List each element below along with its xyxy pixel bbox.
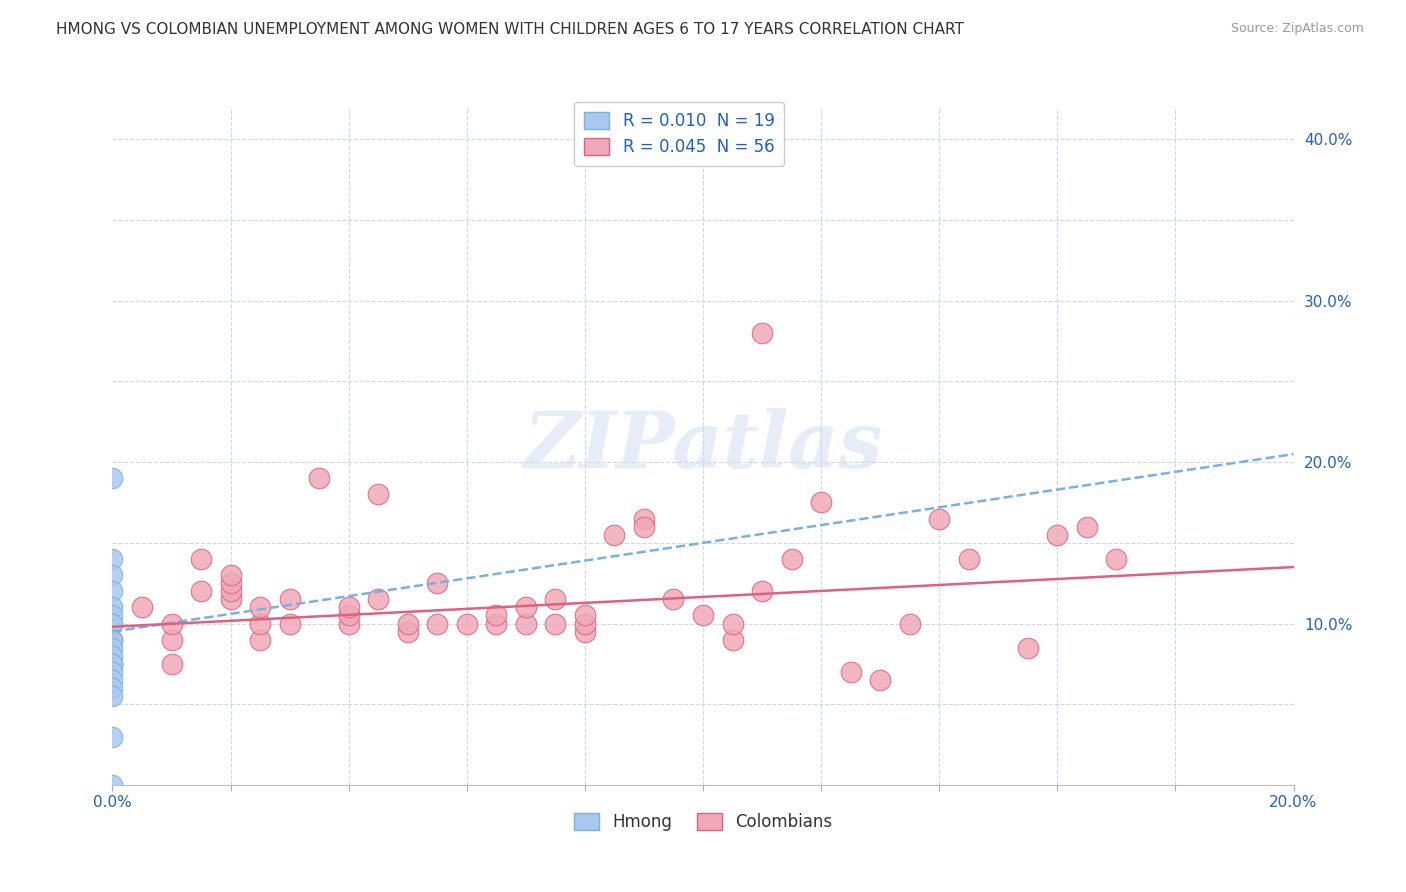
Point [515, 616, 537, 631]
Point [515, 600, 537, 615]
Point [190, 584, 212, 599]
Point [101, 657, 124, 671]
Point [101, 657, 124, 671]
Point [101, 600, 124, 615]
Point [101, 608, 124, 623]
Point [957, 552, 980, 566]
Point [544, 592, 567, 607]
Point [101, 673, 124, 687]
Point [101, 552, 124, 566]
Point [337, 608, 360, 623]
Text: Source: ZipAtlas.com: Source: ZipAtlas.com [1230, 22, 1364, 36]
Point [751, 584, 773, 599]
Legend: Hmong, Colombians: Hmong, Colombians [567, 806, 839, 838]
Point [426, 576, 449, 591]
Point [190, 552, 212, 566]
Point [367, 487, 389, 501]
Point [101, 681, 124, 695]
Point [751, 326, 773, 340]
Point [131, 600, 153, 615]
Point [633, 511, 655, 525]
Point [101, 632, 124, 647]
Point [1076, 519, 1098, 533]
Point [219, 576, 242, 591]
Point [101, 616, 124, 631]
Point [337, 600, 360, 615]
Point [396, 616, 419, 631]
Point [898, 616, 921, 631]
Point [662, 592, 685, 607]
Point [101, 689, 124, 703]
Point [278, 616, 301, 631]
Point [101, 730, 124, 744]
Point [1105, 552, 1128, 566]
Point [308, 471, 330, 485]
Point [456, 616, 478, 631]
Point [426, 616, 449, 631]
Point [692, 608, 714, 623]
Point [603, 528, 626, 542]
Point [780, 552, 803, 566]
Point [101, 616, 124, 631]
Point [101, 471, 124, 485]
Point [367, 592, 389, 607]
Point [810, 495, 832, 509]
Point [396, 624, 419, 639]
Point [721, 616, 744, 631]
Point [928, 511, 950, 525]
Point [219, 584, 242, 599]
Point [101, 778, 124, 792]
Point [1017, 640, 1039, 655]
Point [101, 584, 124, 599]
Point [249, 600, 271, 615]
Point [249, 616, 271, 631]
Point [219, 592, 242, 607]
Point [633, 519, 655, 533]
Point [721, 632, 744, 647]
Point [101, 665, 124, 679]
Point [219, 568, 242, 582]
Point [574, 624, 596, 639]
Point [485, 616, 508, 631]
Point [101, 632, 124, 647]
Point [278, 592, 301, 607]
Point [160, 632, 183, 647]
Point [485, 608, 508, 623]
Point [839, 665, 862, 679]
Text: ZIPatlas: ZIPatlas [523, 408, 883, 484]
Point [869, 673, 891, 687]
Point [101, 640, 124, 655]
Point [160, 657, 183, 671]
Point [574, 616, 596, 631]
Point [160, 616, 183, 631]
Point [101, 568, 124, 582]
Point [574, 608, 596, 623]
Point [249, 632, 271, 647]
Point [544, 616, 567, 631]
Text: HMONG VS COLOMBIAN UNEMPLOYMENT AMONG WOMEN WITH CHILDREN AGES 6 TO 17 YEARS COR: HMONG VS COLOMBIAN UNEMPLOYMENT AMONG WO… [56, 22, 965, 37]
Point [1046, 528, 1069, 542]
Point [337, 616, 360, 631]
Point [101, 648, 124, 663]
